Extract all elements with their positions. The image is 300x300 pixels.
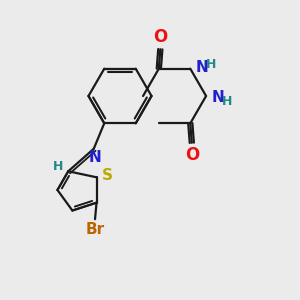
Text: O: O bbox=[153, 28, 167, 46]
Text: O: O bbox=[185, 146, 199, 164]
Text: H: H bbox=[206, 58, 216, 71]
Text: N: N bbox=[212, 90, 224, 105]
Text: N: N bbox=[196, 60, 208, 75]
Text: H: H bbox=[222, 95, 232, 108]
Text: N: N bbox=[89, 150, 102, 165]
Text: S: S bbox=[102, 168, 112, 183]
Text: H: H bbox=[52, 160, 63, 173]
Text: Br: Br bbox=[85, 222, 105, 237]
